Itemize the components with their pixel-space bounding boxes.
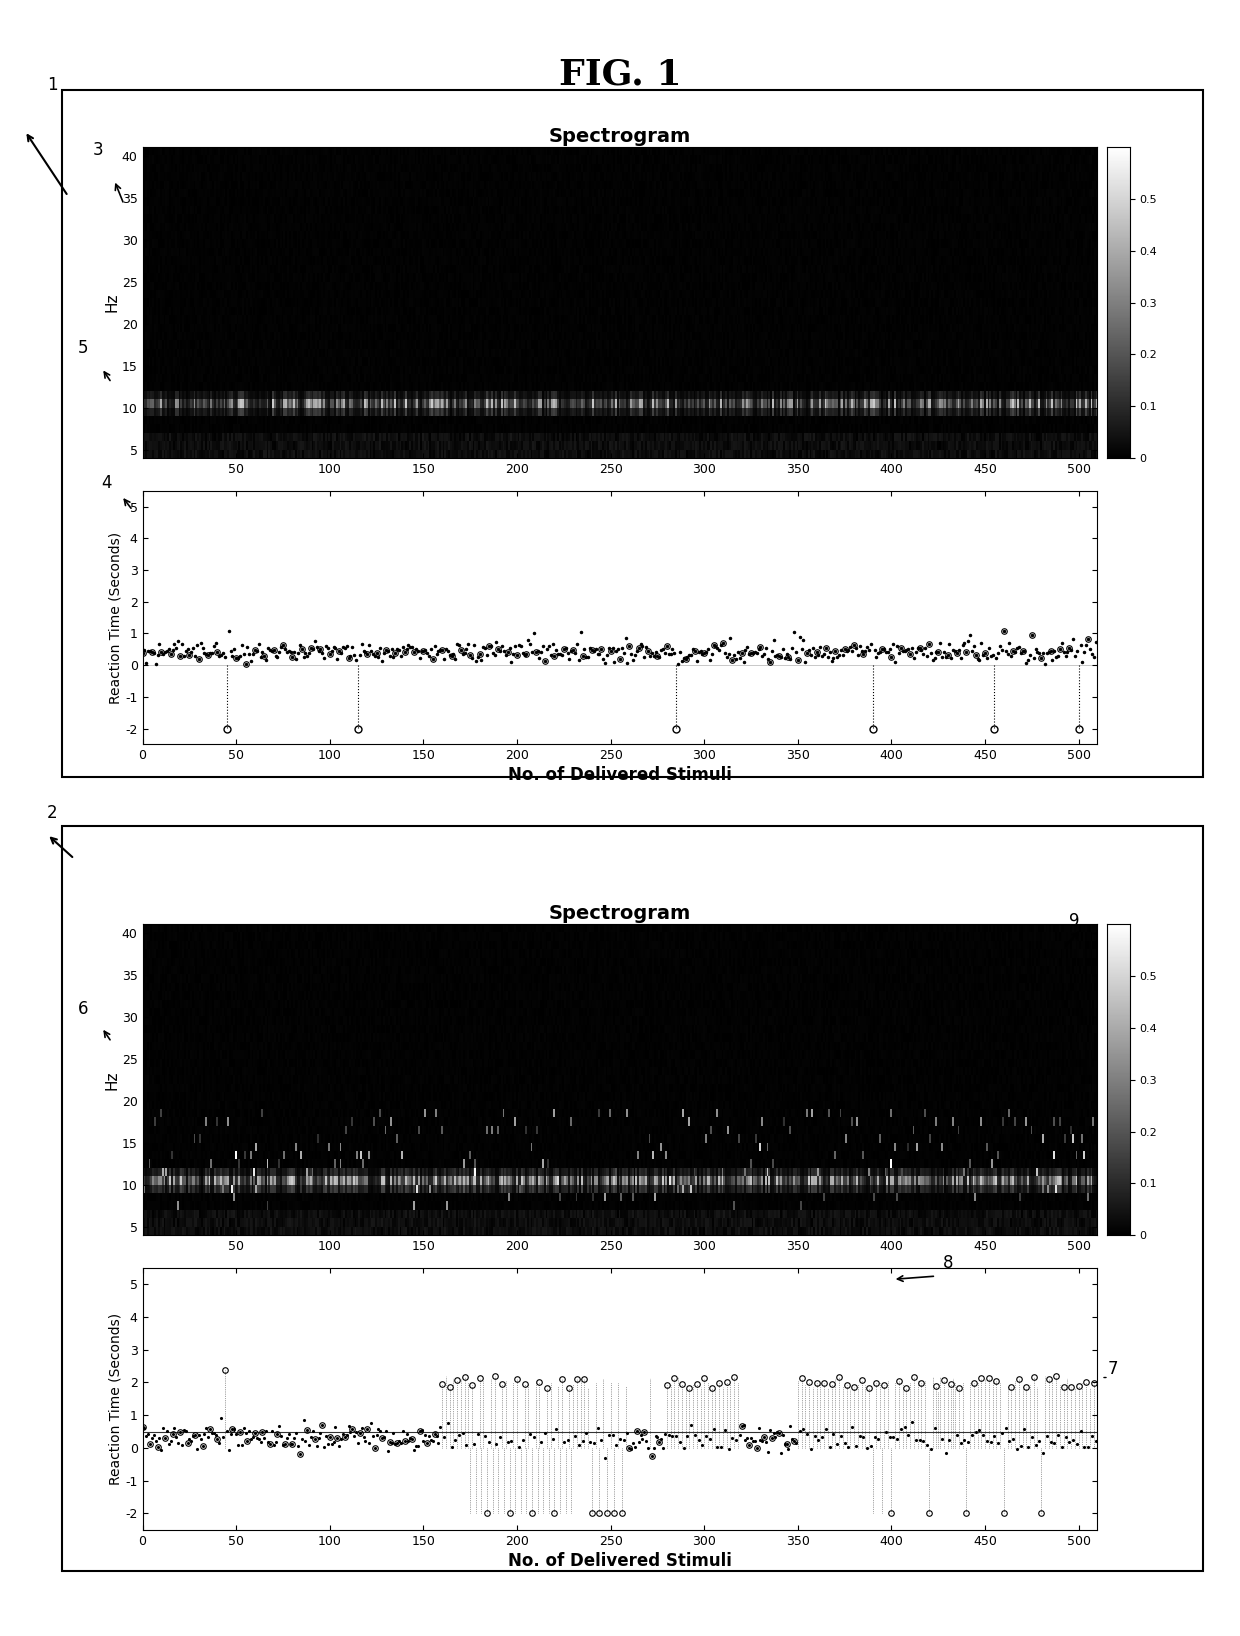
Text: 8: 8 <box>942 1253 952 1271</box>
Text: 7: 7 <box>1107 1360 1117 1378</box>
Title: Spectrogram: Spectrogram <box>549 903 691 923</box>
Text: 9: 9 <box>1069 911 1079 929</box>
Text: FIG. 1: FIG. 1 <box>559 57 681 92</box>
Text: 2: 2 <box>47 803 58 821</box>
Text: 4: 4 <box>102 473 112 491</box>
Y-axis label: Hz: Hz <box>104 293 119 312</box>
Y-axis label: Reaction Time (Seconds): Reaction Time (Seconds) <box>109 1312 123 1485</box>
Title: Spectrogram: Spectrogram <box>549 126 691 146</box>
Text: 3: 3 <box>93 141 104 159</box>
Text: 6: 6 <box>78 1000 88 1018</box>
X-axis label: No. of Delivered Stimuli: No. of Delivered Stimuli <box>508 1551 732 1569</box>
Y-axis label: Hz: Hz <box>104 1070 119 1090</box>
Y-axis label: Reaction Time (Seconds): Reaction Time (Seconds) <box>109 532 123 703</box>
X-axis label: No. of Delivered Stimuli: No. of Delivered Stimuli <box>508 766 732 784</box>
Text: 1: 1 <box>47 75 58 93</box>
Text: 5: 5 <box>78 339 88 357</box>
